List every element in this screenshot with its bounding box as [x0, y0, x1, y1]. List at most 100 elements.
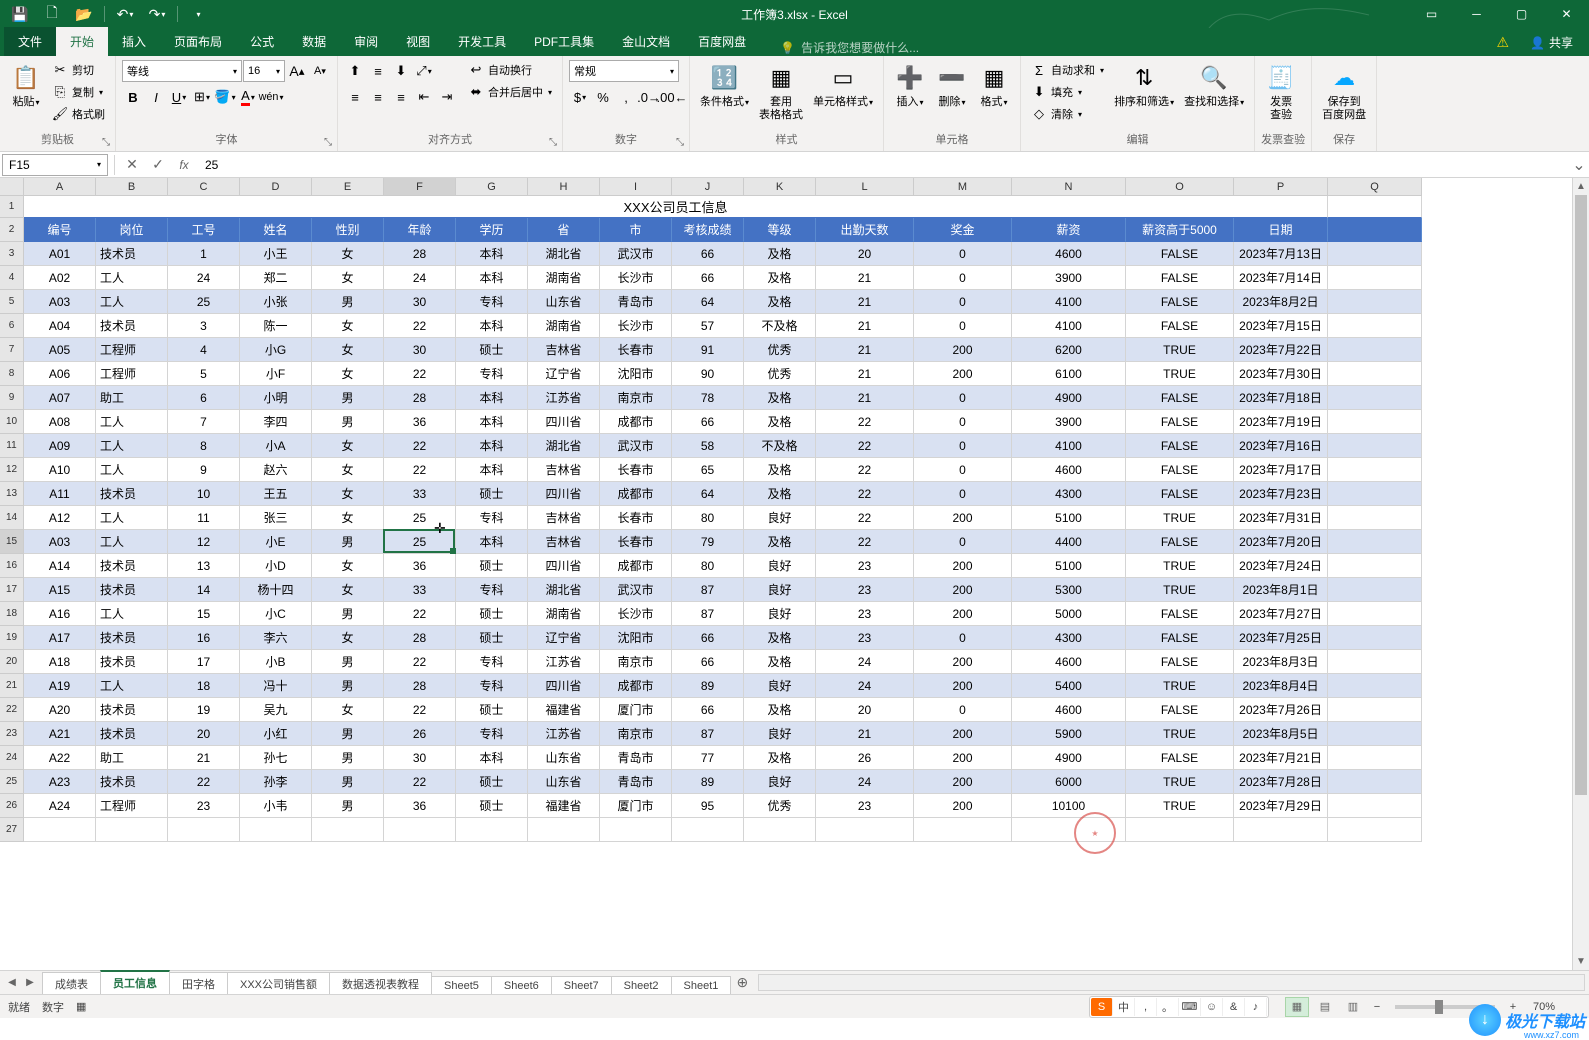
cell[interactable]: 66 — [672, 698, 744, 722]
cell[interactable]: 2023年7月30日 — [1234, 362, 1328, 386]
cell[interactable]: 66 — [672, 242, 744, 266]
warning-icon[interactable]: ⚠ — [1496, 34, 1509, 51]
qat-customize-icon[interactable]: ▾ — [184, 2, 212, 26]
cell[interactable]: 男 — [312, 746, 384, 770]
cell[interactable]: A17 — [24, 626, 96, 650]
cell[interactable]: 2023年7月22日 — [1234, 338, 1328, 362]
accept-formula-button[interactable]: ✓ — [145, 154, 171, 176]
cell[interactable]: 4100 — [1012, 314, 1126, 338]
cell[interactable] — [672, 818, 744, 842]
cell[interactable]: 冯十 — [240, 674, 312, 698]
cell[interactable]: 工人 — [96, 530, 168, 554]
row-header-8[interactable]: 8 — [0, 362, 24, 386]
align-left-button[interactable]: ≡ — [344, 86, 366, 108]
percent-button[interactable]: % — [592, 86, 614, 108]
tab-公式[interactable]: 公式 — [236, 27, 288, 56]
cell[interactable]: 22 — [816, 530, 914, 554]
row-header-20[interactable]: 20 — [0, 650, 24, 674]
cell[interactable]: 0 — [914, 530, 1012, 554]
cell[interactable]: 专科 — [456, 362, 528, 386]
cell[interactable]: 200 — [914, 338, 1012, 362]
cell[interactable] — [1328, 746, 1422, 770]
cell[interactable]: 80 — [672, 506, 744, 530]
cell[interactable]: 及格 — [744, 698, 816, 722]
cell[interactable] — [1328, 818, 1422, 842]
row-header-18[interactable]: 18 — [0, 602, 24, 626]
cell[interactable]: 及格 — [744, 410, 816, 434]
cell[interactable]: 成都市 — [600, 482, 672, 506]
cell[interactable]: 5100 — [1012, 554, 1126, 578]
cell[interactable]: 良好 — [744, 722, 816, 746]
cell[interactable]: 优秀 — [744, 338, 816, 362]
cell[interactable]: 200 — [914, 722, 1012, 746]
cell[interactable]: 200 — [914, 578, 1012, 602]
bold-button[interactable]: B — [122, 86, 144, 108]
row-header-24[interactable]: 24 — [0, 746, 24, 770]
cell[interactable]: 良好 — [744, 554, 816, 578]
cell[interactable]: A21 — [24, 722, 96, 746]
cell[interactable]: 24 — [384, 266, 456, 290]
cell[interactable] — [914, 818, 1012, 842]
cell[interactable]: 2023年7月27日 — [1234, 602, 1328, 626]
cell[interactable]: 6000 — [1012, 770, 1126, 794]
cell[interactable]: A10 — [24, 458, 96, 482]
cell[interactable]: 28 — [384, 242, 456, 266]
table-title[interactable]: XXX公司员工信息 — [24, 196, 1328, 218]
cell[interactable]: 四川省 — [528, 482, 600, 506]
sheet-next-button[interactable]: ▶ — [22, 974, 38, 992]
decrease-decimal-button[interactable]: .00← — [661, 86, 683, 108]
cell[interactable]: 湖北省 — [528, 578, 600, 602]
cell[interactable]: 张三 — [240, 506, 312, 530]
cell[interactable] — [1328, 674, 1422, 698]
ime-item[interactable]: ⌨ — [1179, 998, 1201, 1016]
cell[interactable]: 小E — [240, 530, 312, 554]
clear-button[interactable]: ◇清除▾ — [1027, 104, 1108, 124]
cell[interactable]: 女 — [312, 314, 384, 338]
row-header-10[interactable]: 10 — [0, 410, 24, 434]
cell[interactable]: 专科 — [456, 650, 528, 674]
cell[interactable]: 专科 — [456, 506, 528, 530]
cell[interactable] — [1328, 290, 1422, 314]
close-button[interactable]: ✕ — [1544, 0, 1589, 28]
cell[interactable]: 孙七 — [240, 746, 312, 770]
cell[interactable]: 33 — [384, 482, 456, 506]
cell[interactable]: 22 — [816, 506, 914, 530]
table-header[interactable]: 考核成绩 — [672, 218, 744, 242]
cell[interactable] — [1328, 218, 1422, 242]
table-header[interactable]: 岗位 — [96, 218, 168, 242]
cell[interactable]: 及格 — [744, 290, 816, 314]
cell[interactable]: 硕士 — [456, 770, 528, 794]
cell[interactable]: 23 — [816, 578, 914, 602]
ribbon-options-icon[interactable]: ▭ — [1409, 0, 1454, 28]
format-cells-button[interactable]: ▦格式▾ — [974, 60, 1014, 111]
cell[interactable]: 5400 — [1012, 674, 1126, 698]
cell[interactable] — [1328, 626, 1422, 650]
cell[interactable]: 女 — [312, 554, 384, 578]
cell[interactable]: 男 — [312, 650, 384, 674]
cell[interactable]: 孙李 — [240, 770, 312, 794]
table-header[interactable]: 工号 — [168, 218, 240, 242]
cell[interactable]: 4400 — [1012, 530, 1126, 554]
align-top-button[interactable]: ⬆ — [344, 60, 366, 82]
cell[interactable]: 24 — [816, 650, 914, 674]
ime-item[interactable]: , — [1135, 998, 1157, 1016]
cell[interactable]: 长春市 — [600, 338, 672, 362]
tab-PDF工具集[interactable]: PDF工具集 — [520, 27, 608, 56]
row-header-16[interactable]: 16 — [0, 554, 24, 578]
cell[interactable]: 女 — [312, 578, 384, 602]
tab-数据[interactable]: 数据 — [288, 27, 340, 56]
cell[interactable]: 及格 — [744, 530, 816, 554]
cell[interactable]: 79 — [672, 530, 744, 554]
record-macro-icon[interactable]: ▦ — [76, 1000, 86, 1013]
cell[interactable]: 硕士 — [456, 794, 528, 818]
cell[interactable]: 8 — [168, 434, 240, 458]
cell[interactable]: 成都市 — [600, 674, 672, 698]
row-header-5[interactable]: 5 — [0, 290, 24, 314]
cell[interactable] — [1328, 458, 1422, 482]
cell[interactable] — [600, 818, 672, 842]
cell[interactable]: TRUE — [1126, 506, 1234, 530]
cell[interactable]: 89 — [672, 674, 744, 698]
table-header[interactable]: 市 — [600, 218, 672, 242]
cell[interactable]: FALSE — [1126, 482, 1234, 506]
cell[interactable] — [1328, 722, 1422, 746]
